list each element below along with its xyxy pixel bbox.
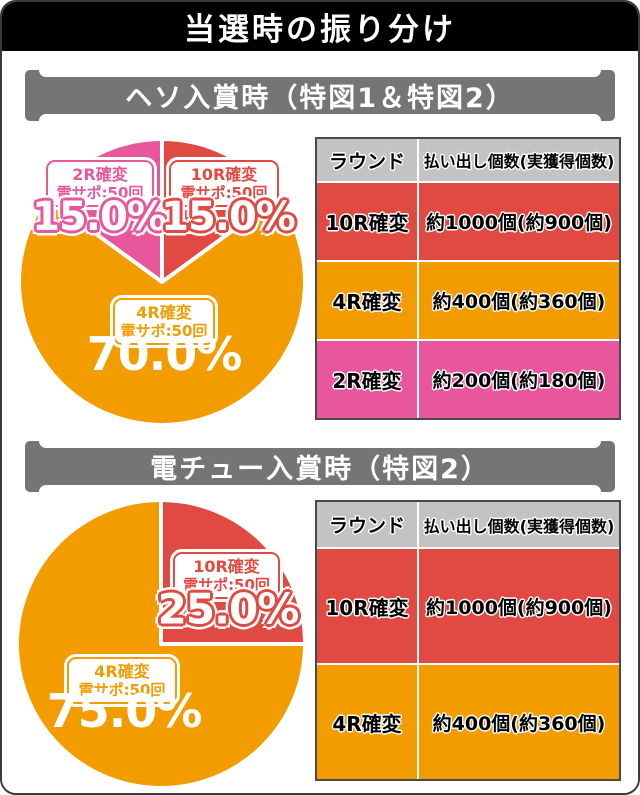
pie-pct-10r: 25.0% [157,584,300,634]
table-cell-payout: 約1000個(約900個) [419,183,619,260]
table-cell-payout: 約400個(約360個) [419,262,619,339]
section-banner-heso-label: ヘソ入賞時（特図1＆特図2） [125,83,515,114]
table-cell-round: 10R確変 [317,549,417,663]
pie-label-10r-sub: 電サポ:50回 [183,576,270,595]
payout-table-denchu: ラウンド 払い出し個数(実獲得個数) 10R確変 約1000個(約900個) 4… [315,500,621,781]
pie-label-2r-sub: 電サポ:50回 [56,184,144,203]
pie-pct-2r: 15.0% [32,194,167,240]
pie-label-10r-sub: 電サポ:50回 [180,184,268,203]
content-area: ヘソ入賞時（特図1＆特図2） 2R確変 電サポ:50回 10R確変 電サポ:50… [2,51,638,793]
pie-label-4r: 4R確変 電サポ:50回 [113,298,215,346]
pie-chart-denchu [15,499,307,790]
table-cell-round: 10R確変 [317,183,417,260]
banner-plaque-shape [25,441,615,492]
banner-plaque-path [25,441,615,492]
pie-pct-4r: 75.0% [46,684,203,738]
pie-label-10r-name: 10R確変 [190,165,258,184]
pie-label-2r-name: 2R確変 [72,165,128,184]
table-cell-payout: 約200個(約180個) [419,341,619,418]
page-title: 当選時の振り分け [184,12,456,48]
table-cell-payout: 約1000個(約900個) [419,549,619,663]
pie-label-4r-sub: 電サポ:50回 [78,681,166,700]
payout-table-heso: ラウンド 払い出し個数(実獲得個数) 10R確変 約1000個(約900個) 4… [315,137,621,420]
table-header-payout: 払い出し個数(実獲得個数) [419,502,619,547]
table-header-payout: 払い出し個数(実獲得個数) [419,139,619,181]
pie-label-4r: 4R確変 電サポ:50回 [67,657,177,705]
title-bar: 当選時の振り分け [2,2,638,51]
pie-label-4r-name: 4R確変 [94,662,150,681]
pie-label-10r-name: 10R確変 [193,557,260,576]
table-cell-round: 4R確変 [317,262,417,339]
table-header-round: ラウンド [317,139,417,181]
section-banner-denchu: 電チュー入賞時（特図2） [25,441,615,492]
pie-label-4r-name: 4R確変 [136,303,192,322]
banner-plaque-shape [25,70,615,121]
pie-label-10r: 10R確変 電サポ:50回 [173,552,280,600]
section-banner-denchu-label: 電チュー入賞時（特図2） [150,454,490,485]
table-cell-round: 2R確変 [317,341,417,418]
pie-pct-4r: 70.0% [86,327,243,381]
table-cell-round: 4R確変 [317,665,417,779]
table-cell-payout: 約400個(約360個) [419,665,619,779]
pie-label-4r-sub: 電サポ:50回 [120,322,208,341]
pie-pct-10r: 15.0% [161,194,296,240]
banner-plaque-path [25,70,615,121]
table-header-round: ラウンド [317,502,417,547]
section-banner-heso: ヘソ入賞時（特図1＆特図2） [25,70,615,121]
pie-slice-4r-kakuhen [15,499,307,790]
pie-label-2r: 2R確変 電サポ:50回 [46,160,154,208]
pie-label-10r: 10R確変 電サポ:50回 [169,160,279,208]
